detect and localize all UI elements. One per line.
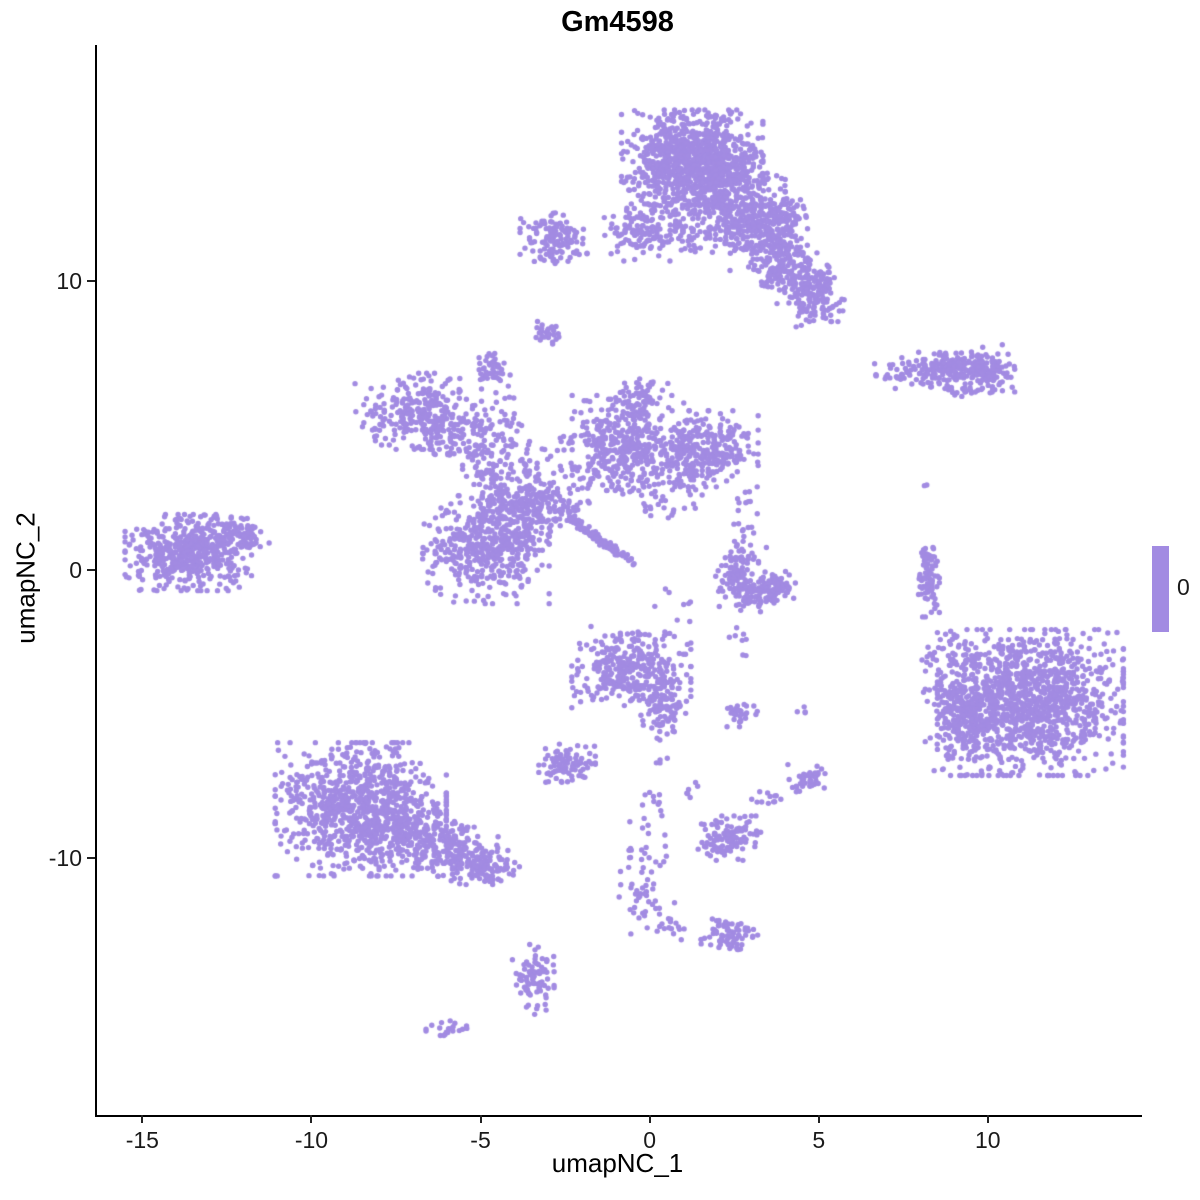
x-axis-label: umapNC_1: [551, 1148, 684, 1178]
x-tick-label: 0: [643, 1127, 657, 1153]
x-tick-label: 5: [812, 1127, 826, 1153]
plot-panel: [95, 45, 1142, 1117]
x-tick-mark: [648, 1115, 651, 1123]
y-tick-label: -10: [48, 845, 82, 872]
y-tick-mark: [87, 280, 95, 283]
x-tick-mark: [479, 1115, 482, 1123]
x-tick-label: -10: [294, 1127, 329, 1153]
y-axis-label: umapNC_2: [10, 512, 41, 644]
x-tick-mark: [310, 1115, 313, 1123]
scatter-points-canvas: [97, 45, 1142, 1115]
x-tick-mark: [817, 1115, 820, 1123]
plot-title: Gm4598: [561, 6, 674, 38]
x-tick-mark: [141, 1115, 144, 1123]
x-tick-label: -5: [470, 1127, 491, 1153]
y-tick-label: 10: [56, 268, 82, 295]
legend-color-bar: [1152, 546, 1169, 632]
y-tick-mark: [87, 568, 95, 571]
legend-label: 0: [1177, 574, 1190, 600]
x-tick-label: 10: [975, 1127, 1001, 1153]
y-tick-label: 0: [69, 556, 82, 583]
legend: 0: [1152, 546, 1190, 632]
x-tick-label: -15: [125, 1127, 159, 1153]
x-tick-mark: [986, 1115, 989, 1123]
y-tick-mark: [87, 857, 95, 860]
